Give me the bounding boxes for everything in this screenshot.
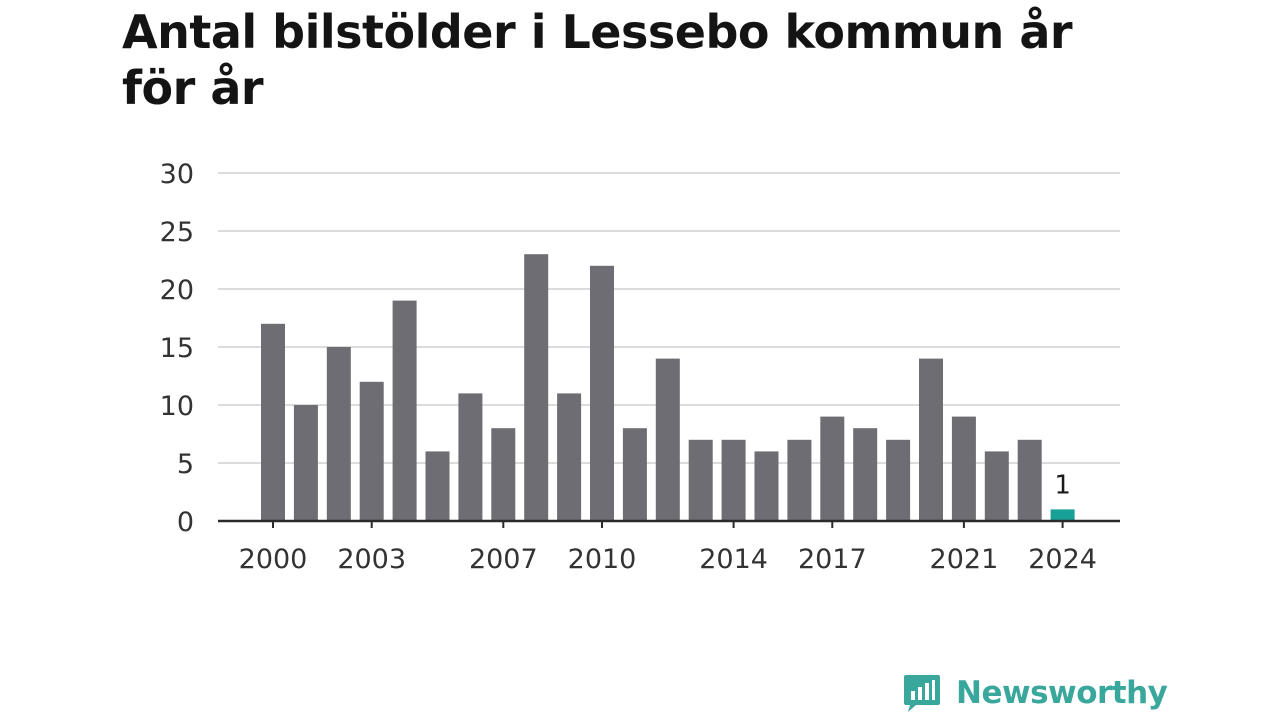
bar-2017	[820, 416, 845, 521]
y-axis-ticks: 0 5 10 15 20 25 30	[160, 159, 194, 538]
y-tick-label: 20	[160, 275, 194, 306]
bar-2007	[491, 428, 516, 521]
bar-2013	[688, 439, 713, 521]
chart-title: Antal bilstölder i Lessebo kommun år för…	[122, 5, 1073, 115]
y-tick-label: 15	[160, 333, 194, 364]
bar-2019	[886, 439, 911, 521]
bar-2015	[754, 451, 779, 521]
bar-2016	[787, 439, 812, 521]
x-axis-ticks: 2000 2003 2007 2010 2014 2017 2021 2024	[239, 521, 1097, 575]
bar-2022	[984, 451, 1009, 521]
x-tick-label: 2014	[699, 544, 768, 575]
x-tick-label: 2017	[798, 544, 867, 575]
newsworthy-logo-icon	[904, 675, 940, 712]
y-tick-label: 25	[160, 217, 194, 248]
bar-2018	[853, 428, 878, 521]
data-label-2024: 1	[1054, 470, 1071, 500]
x-tick-label: 2021	[930, 544, 999, 575]
newsworthy-logo-text: Newsworthy	[956, 675, 1168, 711]
bar-2003	[359, 381, 384, 521]
bar-2023	[1017, 439, 1042, 521]
x-tick-label: 2007	[469, 544, 538, 575]
bar-2006	[458, 393, 483, 521]
y-tick-label: 30	[160, 159, 194, 190]
bar-2024	[1050, 509, 1075, 521]
newsworthy-logo: Newsworthy	[902, 670, 1168, 716]
bar-2004	[392, 300, 417, 521]
bar-2014	[721, 439, 746, 521]
y-tick-label: 0	[177, 507, 194, 538]
data-labels: 1	[1054, 470, 1071, 500]
y-tick-label: 10	[160, 391, 194, 422]
x-tick-label: 2010	[568, 544, 637, 575]
x-tick-label: 2000	[239, 544, 308, 575]
bar-2012	[655, 358, 680, 521]
bar-2009	[557, 393, 582, 521]
bar-2021	[951, 416, 976, 521]
bar-2008	[524, 254, 549, 521]
bar-2020	[919, 358, 943, 521]
bar-2010	[590, 265, 614, 521]
bars	[261, 254, 1075, 521]
bar-2001	[293, 405, 318, 521]
y-tick-label: 5	[177, 449, 194, 480]
bar-2002	[326, 347, 351, 521]
bar-2000	[261, 323, 285, 521]
bar-2011	[622, 428, 647, 521]
bar-2005	[425, 451, 450, 521]
x-tick-label: 2024	[1028, 544, 1097, 575]
x-tick-label: 2003	[337, 544, 406, 575]
